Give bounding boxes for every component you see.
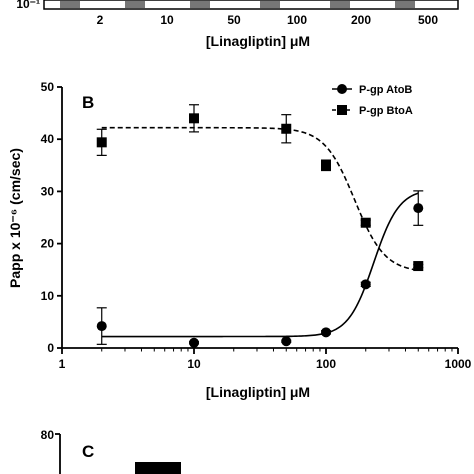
x-tick-label: 100	[316, 357, 336, 371]
data-point-circle	[360, 279, 371, 290]
legend-marker-square	[337, 105, 347, 115]
panel-b-y-axis-title: Papp x 10⁻⁶ (cm/sec)	[7, 148, 23, 288]
top-panel-x-tick-label: 100	[287, 13, 307, 27]
legend-label: P-gp BtoA	[359, 105, 413, 117]
top-panel-bar-stubs	[60, 1, 415, 8]
x-tick-label: 10	[187, 357, 201, 371]
panel-b-markers	[96, 113, 424, 348]
top-panel-plot-frame	[43, 0, 459, 10]
data-point-square	[96, 137, 107, 148]
top-panel-bar	[260, 1, 280, 8]
top-panel-x-tick-label: 50	[227, 13, 241, 27]
y-tick-label: 0	[47, 341, 54, 355]
panel-b-letter: B	[82, 93, 94, 112]
legend-label: P-gp AtoB	[359, 84, 412, 96]
panel-b-axes: 0 10 20 30 40 50 1 10 100 1000	[41, 80, 472, 371]
panel-b-legend: P-gp AtoB P-gp BtoA	[332, 84, 413, 117]
x-tick-label: 1000	[445, 357, 472, 371]
top-panel-x-tick-label: 10	[160, 13, 174, 27]
y-tick-label: 20	[41, 237, 55, 251]
data-point-square	[281, 123, 292, 134]
data-point-square	[413, 261, 424, 272]
top-panel-bar	[125, 1, 145, 8]
y-tick-label: 30	[41, 184, 55, 198]
top-panel-x-tick-label: 200	[351, 13, 371, 27]
top-panel-bar	[60, 1, 80, 8]
panel-b-x-axis-title: [Linagliptin] μM	[206, 384, 310, 400]
data-point-square	[360, 217, 371, 228]
y-tick-label: 50	[41, 80, 55, 94]
data-point-circle	[96, 321, 107, 332]
top-panel-y-tick-label: 10⁻¹	[16, 0, 40, 11]
data-point-circle	[413, 203, 424, 214]
panel-b-error-bars	[96, 104, 424, 345]
top-panel-x-axis-title: [Linagliptin] μM	[206, 33, 310, 49]
y-tick-label: 10	[41, 289, 55, 303]
fit-curve	[101, 126, 419, 271]
y-tick-label: 40	[41, 132, 55, 146]
top-panel-bar	[330, 1, 350, 8]
data-point-square	[189, 113, 199, 124]
top-panel: 10⁻¹ 2 10 50 100 200 500 [Linagliptin] μ…	[16, 0, 459, 49]
panel-b-fit-curves	[101, 126, 419, 338]
data-point-square	[321, 160, 331, 171]
legend-marker-circle	[337, 84, 347, 94]
panel-b-chart: B Papp x 10⁻⁶ (cm/sec) [Linagliptin] μM …	[7, 80, 472, 400]
fit-curve	[101, 192, 419, 338]
panel-c-y-tick-label: 80	[41, 428, 55, 442]
data-point-circle	[321, 327, 331, 338]
panel-c-bar	[135, 462, 181, 474]
data-point-circle	[281, 336, 292, 347]
panel-c-letter: C	[82, 442, 94, 461]
x-tick-label: 1	[59, 357, 66, 371]
panel-c: C 80	[41, 428, 181, 474]
top-panel-bar	[190, 1, 210, 8]
top-panel-x-tick-label: 2	[97, 13, 104, 27]
top-panel-x-tick-label: 500	[418, 13, 438, 27]
top-panel-bar	[395, 1, 415, 8]
data-point-circle	[189, 337, 199, 348]
